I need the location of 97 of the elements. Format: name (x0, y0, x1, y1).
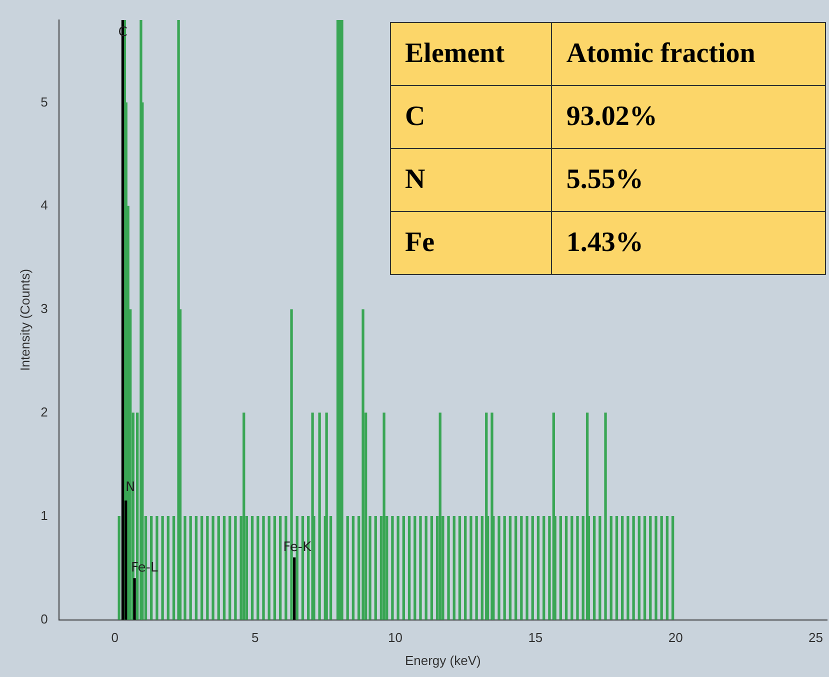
bar (118, 516, 120, 620)
bar (526, 516, 528, 620)
x-tick-label: 20 (668, 630, 683, 646)
bar (278, 516, 282, 620)
bar (542, 516, 546, 620)
annotation: Fe (390, 212, 552, 274)
bar (638, 516, 640, 620)
bar (419, 516, 422, 620)
bar (464, 516, 467, 620)
bar (318, 412, 321, 620)
bar (452, 516, 456, 620)
bar (503, 516, 506, 620)
bar (531, 516, 534, 620)
bar (184, 516, 186, 620)
y-tick-label: 0 (40, 611, 48, 626)
bar (273, 516, 276, 620)
bar (217, 516, 220, 620)
bar (325, 412, 328, 620)
bar (382, 412, 386, 620)
bar (293, 557, 296, 620)
bar (352, 516, 355, 620)
bar (438, 412, 442, 620)
bar (424, 516, 428, 620)
x-axis-title: Energy (keV) (404, 652, 481, 668)
bar (564, 516, 568, 620)
bar (576, 516, 579, 620)
bar (222, 516, 226, 620)
annotation: C (390, 86, 552, 148)
bar (514, 516, 518, 620)
bar (632, 516, 635, 620)
bar (430, 516, 434, 620)
annotation: Fe-K (283, 540, 312, 555)
y-tick-label: 5 (40, 94, 48, 110)
bar (268, 516, 270, 620)
bar (654, 516, 658, 620)
bar (256, 516, 260, 620)
bar (610, 516, 612, 620)
bar (374, 516, 377, 620)
annotation: N (390, 148, 552, 212)
bar (470, 516, 472, 620)
y-tick-label: 1 (40, 508, 48, 523)
bar (508, 516, 512, 620)
bar (447, 516, 450, 620)
x-tick-label: 25 (808, 630, 824, 646)
bar (649, 516, 652, 620)
bar (666, 516, 669, 620)
bar (643, 516, 646, 620)
annotation: 1.43% (552, 212, 826, 274)
x-tick-label: 0 (111, 630, 119, 646)
bar (570, 516, 574, 620)
bar (626, 516, 630, 620)
bar (228, 516, 232, 620)
bar (458, 516, 462, 620)
bar (200, 516, 204, 620)
bar (133, 578, 136, 620)
bar (234, 516, 237, 620)
bar (408, 516, 411, 620)
x-tick-label: 15 (528, 630, 543, 646)
bar (559, 516, 562, 620)
bar (396, 516, 400, 620)
bar (604, 412, 607, 620)
bar (621, 516, 624, 620)
bar (536, 516, 540, 620)
bar (166, 516, 170, 620)
bar (172, 516, 176, 620)
bar (206, 516, 209, 620)
bar (391, 516, 394, 620)
bar (615, 516, 618, 620)
bar (402, 516, 405, 620)
bar (346, 516, 349, 620)
bar (189, 516, 192, 620)
bar (660, 516, 663, 620)
bar (262, 516, 265, 620)
y-axis-title: Intensity (Counts) (17, 268, 32, 371)
bar (242, 412, 246, 620)
y-tick-label: 3 (40, 301, 48, 316)
bar (520, 516, 523, 620)
bar (362, 309, 364, 620)
bar (250, 516, 254, 620)
bar (671, 516, 674, 620)
y-tick-label: 2 (40, 404, 48, 420)
bar (414, 516, 416, 620)
bar (194, 516, 198, 620)
x-tick-label: 10 (388, 630, 402, 646)
bar (161, 516, 164, 620)
bar (212, 516, 214, 620)
bar (475, 516, 478, 620)
y-tick-label: 4 (40, 198, 48, 213)
bar (498, 516, 500, 620)
bar (592, 516, 596, 620)
annotation: N (125, 480, 136, 495)
bar (598, 516, 602, 620)
annotation: Atomic fraction (552, 22, 826, 86)
annotation: 93.02% (552, 86, 826, 148)
annotation: 5.55% (552, 148, 826, 212)
annotation: Element (390, 22, 552, 86)
x-tick-label: 5 (251, 630, 259, 646)
